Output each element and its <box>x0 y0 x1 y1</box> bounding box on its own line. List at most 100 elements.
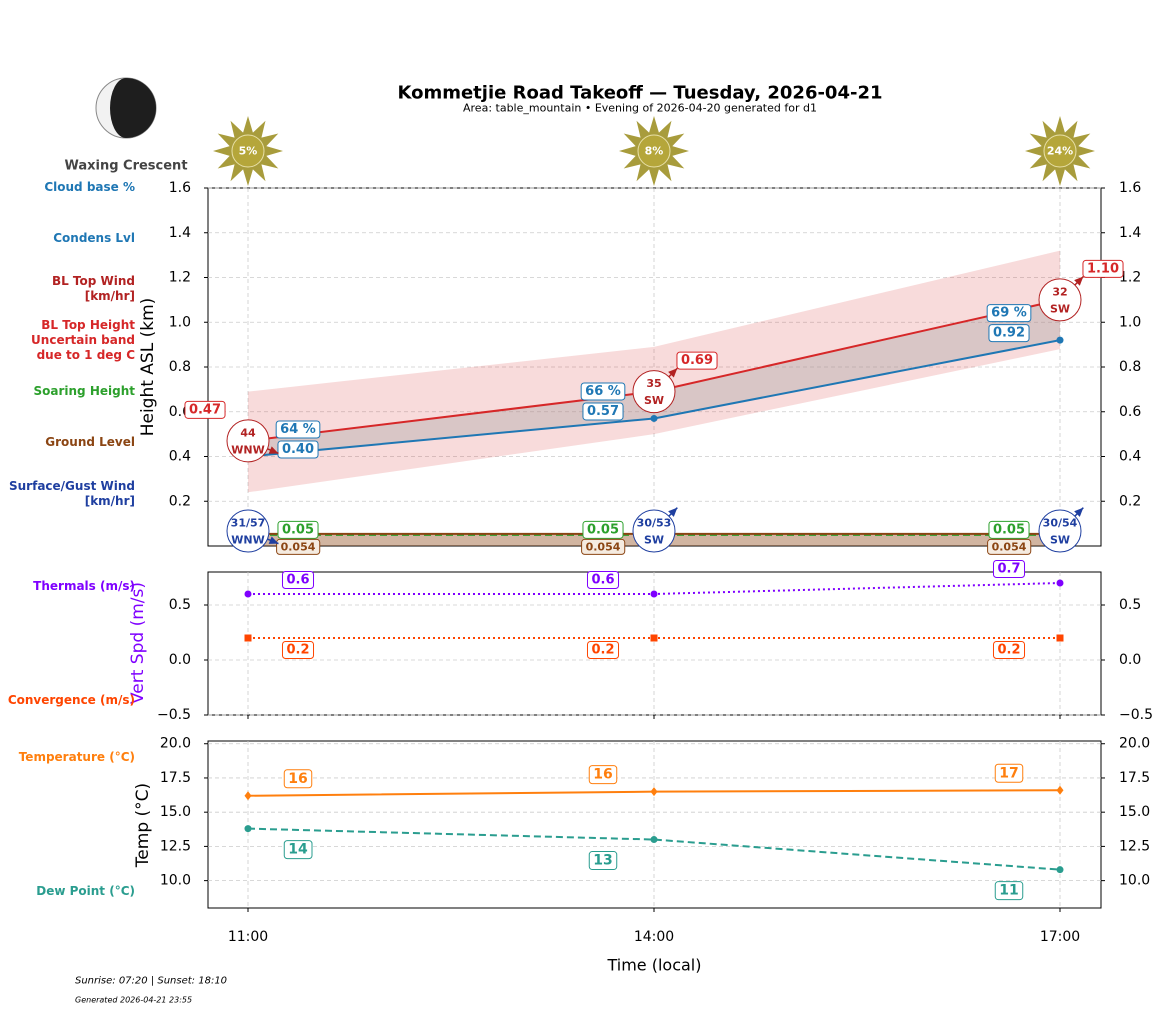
value-label-box <box>986 304 1032 323</box>
value-label: 0.7 <box>997 562 1020 577</box>
y-tick-label: 0.8 <box>169 359 191 375</box>
value-label: 0.40 <box>282 442 314 457</box>
wind-circle <box>226 509 270 553</box>
x-tick-label: 17:00 <box>1040 929 1080 945</box>
legend-label: Condens Lvl <box>53 231 135 245</box>
value-label-box <box>275 420 321 439</box>
cloud-cover-label: 8% <box>645 145 664 158</box>
legend-label: Dew Point (°C) <box>36 884 135 898</box>
value-label: 0.6 <box>591 573 614 588</box>
value-label-box <box>588 765 618 785</box>
wind-arrow-head <box>268 536 279 544</box>
y-tick-label: 1.6 <box>169 180 191 196</box>
cloud-cover-label: 24% <box>1047 145 1073 158</box>
legend-label: Temperature (°C) <box>18 750 135 764</box>
value-label: 0.05 <box>587 522 619 537</box>
value-label-box <box>994 763 1024 783</box>
y-axis-title: Temp (°C) <box>133 783 153 868</box>
value-label-box <box>588 851 618 871</box>
cloud-layer-fill <box>248 299 1060 457</box>
value-label-box <box>283 769 313 789</box>
generated: Generated 2026-04-21 23:55 <box>75 996 192 1005</box>
moon-phase: Waxing Crescent <box>64 159 187 174</box>
x-tick-label: 14:00 <box>634 929 674 945</box>
legend-label: BL Top Wind [km/hr] <box>51 274 135 303</box>
value-label: 0.054 <box>586 540 621 553</box>
y-tick-label-right: 20.0 <box>1119 736 1150 752</box>
value-label: 11 <box>999 883 1018 899</box>
y-tick-label-right: −0.5 <box>1119 707 1153 723</box>
value-label: 0.2 <box>591 643 614 658</box>
value-label: 66 % <box>585 384 621 399</box>
y-tick-label: 15.0 <box>160 804 191 820</box>
wind-circle <box>226 419 270 463</box>
wind-speed: 35 <box>646 377 661 390</box>
value-label: 13 <box>593 853 612 869</box>
marker <box>1056 785 1064 795</box>
y-tick-label-right: 12.5 <box>1119 838 1150 854</box>
value-label-box <box>676 351 718 370</box>
value-label: 0.05 <box>282 522 314 537</box>
cloud-cover-sun <box>637 134 671 168</box>
wind-speed: 32 <box>1052 285 1067 298</box>
value-label: 0.6 <box>286 573 309 588</box>
y-tick-label-right: 0.0 <box>1119 652 1141 668</box>
wind-direction: SW <box>644 534 664 547</box>
y-tick-label-right: 0.6 <box>1119 404 1141 420</box>
value-label: 64 % <box>280 422 316 437</box>
wind-circle <box>632 509 676 553</box>
value-label-box <box>987 538 1032 555</box>
wind-direction: WNW <box>231 534 264 547</box>
wind-arrow-head <box>268 446 279 454</box>
y-tick-label: 0.4 <box>169 449 191 465</box>
legend-label: Thermals (m/s) <box>33 579 135 593</box>
wind-arrow-head <box>1074 507 1084 517</box>
marker <box>650 787 658 797</box>
value-label-box <box>582 402 624 421</box>
value-label-box <box>994 881 1024 901</box>
series-line <box>247 827 1061 871</box>
legend-label: Convergence (m/s) <box>7 693 135 707</box>
y-tick-label-right: 1.6 <box>1119 180 1141 196</box>
y-tick-label: 1.4 <box>169 225 191 241</box>
y-tick-label-right: 0.5 <box>1119 597 1141 613</box>
value-label: 1.10 <box>1087 261 1119 276</box>
wind-circle <box>1038 509 1082 553</box>
wind-speed: 30/53 <box>637 517 672 530</box>
y-tick-label: 17.5 <box>160 770 191 786</box>
value-label-box <box>276 538 321 555</box>
y-tick-label: 0.5 <box>169 597 191 613</box>
value-label-box <box>277 520 319 539</box>
wind-direction: SW <box>1050 534 1070 547</box>
marker <box>1056 634 1064 642</box>
y-tick-label: 0.2 <box>169 493 191 509</box>
x-axis-title: Time (local) <box>606 956 701 975</box>
y-tick-label-right: 15.0 <box>1119 804 1150 820</box>
marker <box>650 836 658 844</box>
wind-speed: 44 <box>240 426 256 439</box>
value-label-box <box>581 538 626 555</box>
wind-arrow-head <box>1074 276 1084 286</box>
legend-label: Cloud base % <box>44 180 135 194</box>
y-tick-label: −0.5 <box>157 707 191 723</box>
value-label: 0.2 <box>286 643 309 658</box>
y-tick-label-right: 10.0 <box>1119 873 1150 889</box>
value-label: 0.054 <box>281 540 316 553</box>
plot-frame <box>207 740 1102 909</box>
y-tick-label: 12.5 <box>160 838 191 854</box>
wind-circle <box>632 370 676 414</box>
value-label: 0.92 <box>993 326 1025 341</box>
marker <box>1056 579 1064 587</box>
value-label-box <box>281 571 315 589</box>
value-label-box <box>281 641 315 659</box>
marker <box>650 590 658 598</box>
value-label: 14 <box>288 842 308 858</box>
marker <box>650 634 658 642</box>
wind-direction: WNW <box>231 443 264 456</box>
wind-direction: SW <box>1050 302 1070 315</box>
cloud-cover-sun <box>1043 134 1077 168</box>
y-tick-label-right: 17.5 <box>1119 770 1150 786</box>
marker <box>244 825 252 833</box>
